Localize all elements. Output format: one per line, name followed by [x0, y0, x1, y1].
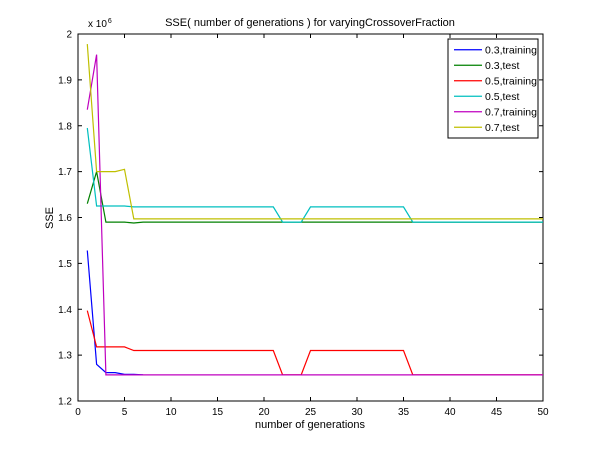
x-axis: 0 5 10 15 20 25 30 35 40 45 50: [75, 34, 549, 418]
y-multiplier: x 106: [88, 18, 112, 30]
x-tick-label: 0: [75, 407, 81, 418]
y-tick-label: 1.9: [58, 75, 72, 86]
x-tick-label: 5: [122, 407, 128, 418]
x-tick-label: 30: [351, 407, 363, 418]
y-tick-label: 1.3: [58, 351, 72, 362]
y-tick-label: 1.5: [58, 259, 72, 270]
y-tick-label: 1.4: [58, 305, 72, 316]
x-tick-label: 25: [305, 407, 317, 418]
x-tick-label: 15: [212, 407, 224, 418]
legend-entry-label: 0.5,test: [485, 91, 520, 103]
y-tick-label: 2: [66, 30, 72, 41]
y-axis-label: SSE: [44, 207, 56, 229]
y-tick-label: 1.6: [58, 213, 72, 224]
chart-title: SSE( number of generations ) for varying…: [165, 17, 455, 29]
y-multiplier-base: x 10: [88, 19, 107, 30]
legend-box: [447, 38, 539, 139]
x-tick-label: 45: [491, 407, 503, 418]
y-tick-label: 1.8: [58, 121, 72, 132]
y-tick-label: 1.2: [58, 397, 72, 408]
legend-entry-label: 0.3,training: [485, 44, 537, 56]
x-tick-label: 35: [398, 407, 410, 418]
y-axis: 1.2 1.3 1.4 1.5 1.6 1.7 1.8 1.9 2: [58, 30, 543, 408]
x-tick-label: 20: [258, 407, 270, 418]
series-line-6: [86, 44, 543, 220]
x-tick-label: 40: [444, 407, 456, 418]
series-line-2: [86, 171, 543, 224]
legend: 0.3,training 0.3,test 0.5,training 0.5,test…: [447, 38, 539, 139]
y-multiplier-exponent: 6: [108, 18, 112, 25]
legend-entry-label: 0.3,test: [485, 60, 520, 72]
x-tick-label: 10: [165, 407, 177, 418]
legend-entry-label: 0.5,training: [485, 75, 537, 87]
series-line-3: [86, 310, 543, 376]
x-tick-label: 50: [537, 407, 549, 418]
series-line-5: [86, 54, 543, 376]
legend-entry-label: 0.7,test: [485, 122, 520, 134]
y-tick-label: 1.7: [58, 167, 72, 178]
series-line-4: [86, 127, 543, 223]
legend-entry-label: 0.7,training: [485, 106, 537, 118]
series-layer: [86, 44, 543, 376]
x-axis-label: number of generations: [255, 419, 366, 431]
